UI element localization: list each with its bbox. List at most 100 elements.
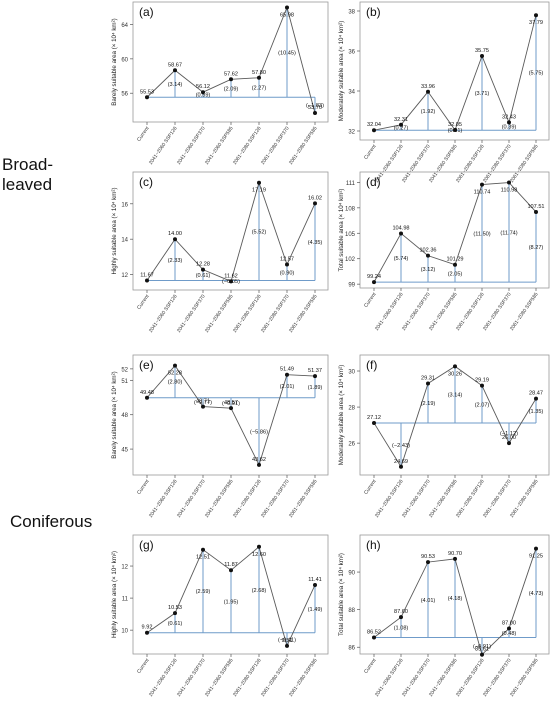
- x-tick-label: 2041~2060 SSP370: [176, 294, 207, 334]
- panel-frame: [359, 534, 550, 655]
- x-tick-label: 2041~2060 SSP585: [428, 144, 459, 184]
- value-label: 32.43: [502, 114, 516, 120]
- data-point: [173, 68, 177, 73]
- change-label: (5.74): [394, 256, 409, 262]
- x-tick-label: 2041~2060 SSP585: [428, 479, 459, 519]
- value-label: 56.12: [196, 84, 210, 90]
- data-point: [480, 182, 484, 187]
- value-label: 85.61: [475, 647, 489, 653]
- change-label: (1.92): [421, 109, 436, 115]
- group-label-coniferous: Coniferous: [10, 512, 93, 531]
- x-tick-label: 2061~2080 SSP585: [288, 479, 319, 519]
- data-point: [372, 420, 376, 425]
- x-tick-label: 2041~2060 SSP585: [204, 294, 235, 334]
- panel-label: (h): [366, 538, 381, 552]
- group-label-broad-leaved: Broad-leaved: [2, 155, 54, 194]
- change-label: (−0.91): [473, 644, 491, 650]
- data-point: [229, 77, 233, 82]
- data-point: [372, 128, 376, 133]
- panel-frame: [132, 534, 329, 655]
- panel-frame: [359, 171, 550, 289]
- y-tick-label: 51: [121, 379, 128, 385]
- x-tick-label: Current: [136, 125, 151, 143]
- x-tick-label: 2041~2060 SSP126: [148, 126, 179, 166]
- x-tick-label: 2061~2080 SSP126: [455, 144, 486, 184]
- x-tick-label: 2061~2080 SSP585: [509, 658, 540, 698]
- panel-label: (b): [366, 5, 381, 19]
- y-tick-label: 48: [121, 413, 128, 419]
- change-label: (2.09): [224, 86, 239, 92]
- x-tick-label: 2061~2080 SSP370: [260, 126, 291, 166]
- data-point: [399, 231, 403, 236]
- data-point: [201, 404, 205, 409]
- value-label: 9.92: [142, 625, 153, 631]
- y-axis-title: Barely suitable area (× 10⁴ km²): [111, 18, 118, 105]
- x-tick-label: 2061~2080 SSP126: [455, 479, 486, 519]
- x-tick-label: 2061~2080 SSP585: [288, 294, 319, 334]
- x-tick-label: 2041~2060 SSP370: [176, 479, 207, 519]
- data-point: [453, 128, 457, 132]
- y-tick-label: 45: [121, 448, 128, 454]
- x-tick-label: 2061~2080 SSP585: [509, 292, 540, 332]
- x-tick-label: 2061~2080 SSP585: [288, 126, 319, 166]
- panel-label: (g): [139, 538, 154, 552]
- value-label: 12.51: [196, 555, 210, 561]
- change-label: (−0.77): [194, 400, 212, 406]
- value-label: 87.00: [502, 620, 516, 626]
- panel-label: (e): [139, 358, 154, 372]
- y-tick-label: 12: [121, 273, 128, 279]
- value-label: 32.31: [394, 117, 408, 123]
- value-label: 33.96: [421, 84, 435, 90]
- x-tick-label: 2061~2080 SSP585: [509, 144, 540, 184]
- data-point: [507, 626, 511, 631]
- x-tick-label: Current: [136, 478, 151, 496]
- data-point: [399, 615, 403, 620]
- x-tick-label: Current: [136, 293, 151, 311]
- data-point: [453, 556, 457, 561]
- value-label: 102.36: [419, 248, 436, 254]
- x-tick-label: 2041~2060 SSP126: [374, 292, 405, 332]
- data-point: [173, 611, 177, 616]
- change-label: (−0.41): [278, 637, 296, 643]
- data-point: [257, 544, 261, 549]
- x-tick-label: 2041~2060 SSP370: [401, 658, 432, 698]
- data-point: [534, 396, 538, 401]
- panel-label: (f): [366, 358, 377, 372]
- value-label: 24.69: [394, 459, 408, 465]
- data-point: [313, 201, 317, 206]
- change-label: (2.59): [196, 589, 211, 595]
- change-label: (4.01): [421, 598, 436, 604]
- value-label: 11.67: [140, 272, 154, 278]
- y-tick-label: 108: [345, 206, 356, 212]
- x-tick-label: 2041~2060 SSP585: [428, 658, 459, 698]
- data-point: [145, 278, 149, 283]
- x-tick-label: Current: [363, 657, 378, 675]
- value-label: 9.51: [282, 638, 293, 644]
- data-point: [173, 363, 177, 368]
- value-label: 35.75: [475, 48, 489, 54]
- y-axis-title: Moderately suitable area (× 10⁴ km²): [338, 365, 345, 466]
- value-label: 65.98: [280, 12, 294, 18]
- change-label: (2.19): [421, 401, 436, 407]
- change-label: (1.49): [308, 607, 323, 613]
- data-point: [201, 547, 205, 552]
- value-label: 110.74: [474, 190, 491, 196]
- change-label: (3.14): [448, 393, 463, 399]
- x-tick-label: 2061~2080 SSP370: [482, 479, 513, 519]
- data-point: [507, 441, 511, 446]
- value-label: 14.00: [168, 231, 182, 237]
- value-label: 55.53: [140, 89, 154, 95]
- data-point: [534, 209, 538, 214]
- x-tick-label: 2041~2060 SSP370: [401, 292, 432, 332]
- value-label: 43.62: [252, 457, 266, 463]
- y-axis-title: Highly suitable area (× 10⁴ km²): [111, 187, 118, 274]
- y-tick-label: 52: [121, 367, 128, 373]
- change-label: (3.71): [475, 91, 490, 97]
- data-point: [201, 90, 205, 95]
- value-label: 12.60: [252, 552, 266, 558]
- change-label: (2.05): [448, 271, 463, 277]
- value-label: 91.25: [529, 554, 543, 560]
- value-label: 12.57: [280, 257, 294, 263]
